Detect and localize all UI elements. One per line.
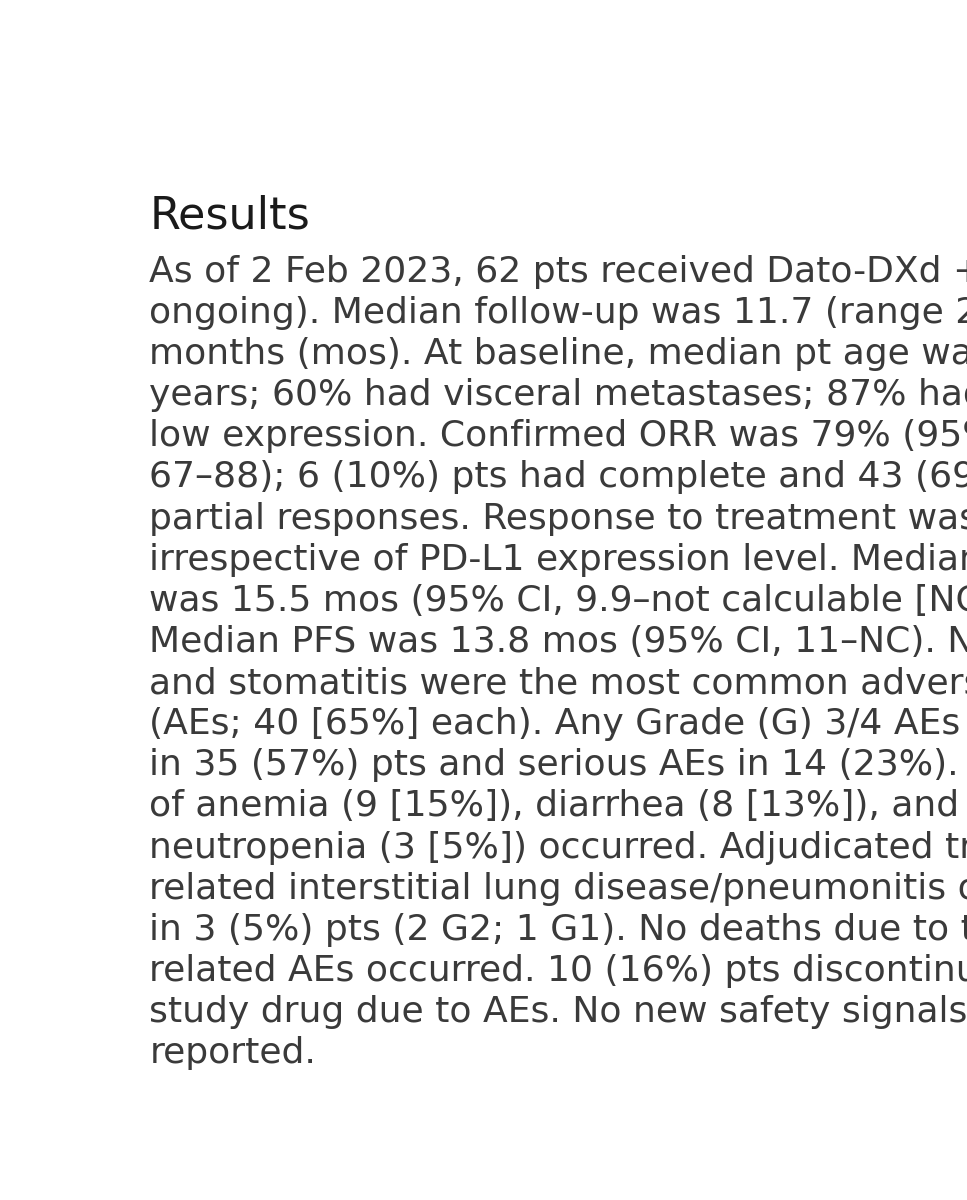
Text: partial responses. Response to treatment was: partial responses. Response to treatment… (149, 502, 967, 535)
Text: (AEs; 40 [65%] each). Any Grade (G) 3/4 AEs occurred: (AEs; 40 [65%] each). Any Grade (G) 3/4 … (149, 707, 967, 742)
Text: related AEs occurred. 10 (16%) pts discontinued any: related AEs occurred. 10 (16%) pts disco… (149, 954, 967, 988)
Text: in 35 (57%) pts and serious AEs in 14 (23%). Low rates: in 35 (57%) pts and serious AEs in 14 (2… (149, 749, 967, 782)
Text: irrespective of PD-L1 expression level. Median DoR: irrespective of PD-L1 expression level. … (149, 542, 967, 577)
Text: low expression. Confirmed ORR was 79% (95% CI,: low expression. Confirmed ORR was 79% (9… (149, 419, 967, 454)
Text: study drug due to AEs. No new safety signals were: study drug due to AEs. No new safety sig… (149, 995, 967, 1030)
Text: and stomatitis were the most common adverse events: and stomatitis were the most common adve… (149, 666, 967, 700)
Text: ongoing). Median follow-up was 11.7 (range 2–20): ongoing). Median follow-up was 11.7 (ran… (149, 296, 967, 330)
Text: was 15.5 mos (95% CI, 9.9–not calculable [NC]).: was 15.5 mos (95% CI, 9.9–not calculable… (149, 584, 967, 618)
Text: in 3 (5%) pts (2 G2; 1 G1). No deaths due to treatment-: in 3 (5%) pts (2 G2; 1 G1). No deaths du… (149, 913, 967, 947)
Text: reported.: reported. (149, 1036, 316, 1070)
Text: As of 2 Feb 2023, 62 pts received Dato-DXd + D (29: As of 2 Feb 2023, 62 pts received Dato-D… (149, 254, 967, 289)
Text: Results: Results (149, 194, 310, 238)
Text: 67–88); 6 (10%) pts had complete and 43 (69%) had: 67–88); 6 (10%) pts had complete and 43 … (149, 461, 967, 494)
Text: related interstitial lung disease/pneumonitis occurred: related interstitial lung disease/pneumo… (149, 871, 967, 906)
Text: years; 60% had visceral metastases; 87% had PD-L1–: years; 60% had visceral metastases; 87% … (149, 378, 967, 413)
Text: neutropenia (3 [5%]) occurred. Adjudicated treatment-: neutropenia (3 [5%]) occurred. Adjudicat… (149, 830, 967, 864)
Text: months (mos). At baseline, median pt age was 53: months (mos). At baseline, median pt age… (149, 337, 967, 371)
Text: of anemia (9 [15%]), diarrhea (8 [13%]), and: of anemia (9 [15%]), diarrhea (8 [13%]),… (149, 790, 959, 823)
Text: Median PFS was 13.8 mos (95% CI, 11–NC). Nausea: Median PFS was 13.8 mos (95% CI, 11–NC).… (149, 625, 967, 659)
